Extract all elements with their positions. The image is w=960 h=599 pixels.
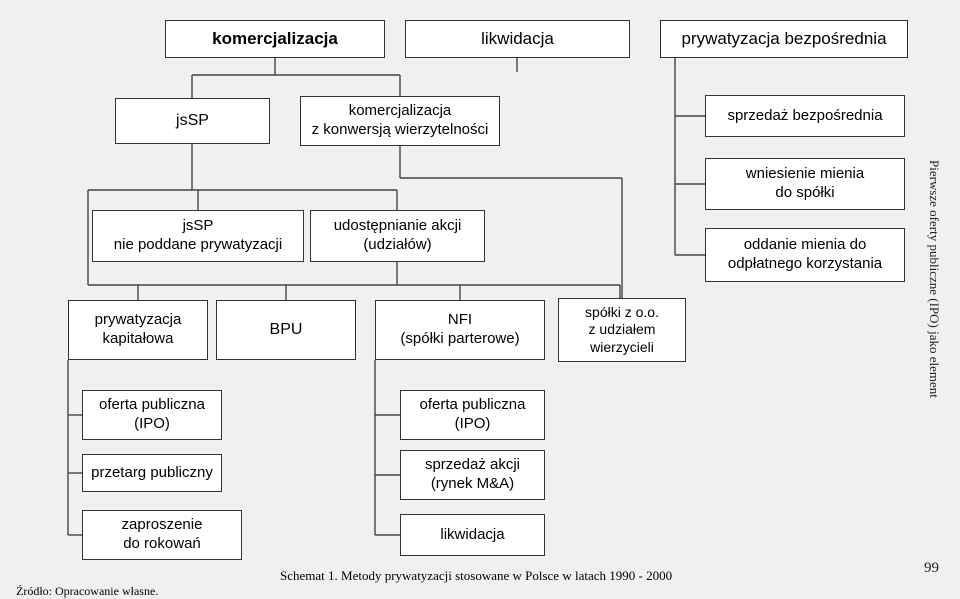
source-caption-text: Źródło: Opracowanie własne. xyxy=(16,584,158,598)
node-label: sprzedaż akcji (rynek M&A) xyxy=(425,456,520,494)
node-label: oferta publiczna (IPO) xyxy=(99,396,205,434)
node-oddanie: oddanie mienia do odpłatnego korzystania xyxy=(705,228,905,282)
node-bpu: BPU xyxy=(216,300,356,360)
node-label: prywatyzacja bezpośrednia xyxy=(681,28,886,49)
node-label: BPU xyxy=(270,320,303,340)
node-jssp_nie: jsSP nie poddane prywatyzacji xyxy=(92,210,304,262)
node-sprz_bezp: sprzedaż bezpośrednia xyxy=(705,95,905,137)
node-likwidacja: likwidacja xyxy=(405,20,630,58)
side-caption: Pierwsze oferty publiczne (IPO) jako ele… xyxy=(926,160,942,398)
node-label: komercjalizacja z konwersją wierzytelnoś… xyxy=(312,102,489,140)
node-label: prywatyzacja kapitałowa xyxy=(95,311,182,349)
node-label: udostępnianie akcji (udziałów) xyxy=(334,217,462,255)
node-oferta1: oferta publiczna (IPO) xyxy=(82,390,222,440)
node-label: jsSP xyxy=(176,111,209,131)
node-spolki: spółki z o.o. z udziałem wierzycieli xyxy=(558,298,686,362)
node-label: oddanie mienia do odpłatnego korzystania xyxy=(728,236,882,274)
node-label: likwidacja xyxy=(440,526,504,545)
node-label: spółki z o.o. z udziałem wierzycieli xyxy=(585,304,659,357)
node-label: NFI (spółki parterowe) xyxy=(400,311,519,349)
node-nfi: NFI (spółki parterowe) xyxy=(375,300,545,360)
node-label: likwidacja xyxy=(481,28,554,49)
node-label: zaproszenie do rokowań xyxy=(122,516,203,554)
node-label: komercjalizacja xyxy=(212,28,338,49)
node-label: jsSP nie poddane prywatyzacji xyxy=(114,217,282,255)
node-zaproszenie: zaproszenie do rokowań xyxy=(82,510,242,560)
node-label: przetarg publiczny xyxy=(91,464,213,483)
page-number-text: 99 xyxy=(924,560,939,576)
schemat-caption: Schemat 1. Metody prywatyzacji stosowane… xyxy=(280,568,672,584)
node-sprz_akcji: sprzedaż akcji (rynek M&A) xyxy=(400,450,545,500)
node-przetarg: przetarg publiczny xyxy=(82,454,222,492)
node-label: sprzedaż bezpośrednia xyxy=(727,107,882,126)
node-wniesienie: wniesienie mienia do spółki xyxy=(705,158,905,210)
schemat-caption-text: Schemat 1. Metody prywatyzacji stosowane… xyxy=(280,568,672,583)
node-pryw_kap: prywatyzacja kapitałowa xyxy=(68,300,208,360)
node-kom_konw: komercjalizacja z konwersją wierzytelnoś… xyxy=(300,96,500,146)
node-jssp: jsSP xyxy=(115,98,270,144)
page-number: 99 xyxy=(924,560,939,577)
node-oferta2: oferta publiczna (IPO) xyxy=(400,390,545,440)
node-pryw_bezp: prywatyzacja bezpośrednia xyxy=(660,20,908,58)
node-likwidacja2: likwidacja xyxy=(400,514,545,556)
node-komercjalizacja: komercjalizacja xyxy=(165,20,385,58)
node-udostep: udostępnianie akcji (udziałów) xyxy=(310,210,485,262)
source-caption: Źródło: Opracowanie własne. xyxy=(16,584,158,599)
node-label: oferta publiczna (IPO) xyxy=(420,396,526,434)
node-label: wniesienie mienia do spółki xyxy=(746,165,864,203)
side-caption-text: Pierwsze oferty publiczne (IPO) jako ele… xyxy=(927,160,942,398)
